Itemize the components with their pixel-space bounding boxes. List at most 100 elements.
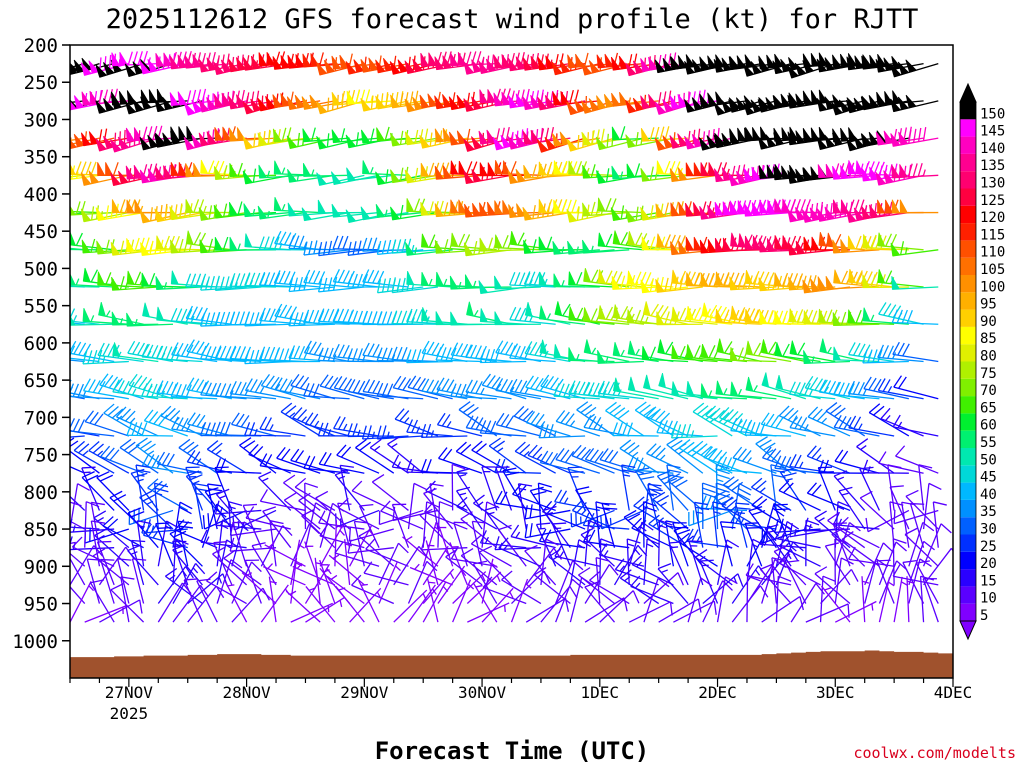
barb-feather xyxy=(657,92,662,106)
wind-barb xyxy=(922,482,942,530)
barb-half-feather xyxy=(61,243,63,249)
barb-staff xyxy=(601,503,616,548)
barb-feather xyxy=(818,466,833,469)
barb-feather xyxy=(352,423,358,437)
barb-staff xyxy=(437,522,454,567)
barb-feather xyxy=(781,272,789,287)
barb-feather xyxy=(303,309,310,323)
barb-feather xyxy=(283,474,296,484)
barb-staff xyxy=(70,430,115,437)
barb-half-feather xyxy=(723,419,730,425)
barb-pennant xyxy=(714,201,724,216)
barb-feather xyxy=(691,529,699,543)
barb-feather xyxy=(768,341,777,355)
barb-feather xyxy=(922,127,927,141)
barb-staff xyxy=(734,502,748,548)
barb-feather xyxy=(205,346,212,360)
barb-half-feather xyxy=(862,388,867,396)
barb-feather xyxy=(868,403,881,414)
barb-staff xyxy=(333,248,380,251)
barb-pennant xyxy=(860,96,872,111)
barb-staff xyxy=(244,284,291,288)
barb-pennant xyxy=(611,165,621,180)
barb-half-feather xyxy=(617,389,622,396)
barb-feather xyxy=(421,348,427,363)
barb-staff xyxy=(901,502,910,548)
wind-barb xyxy=(434,127,483,143)
wind-barb xyxy=(70,520,86,530)
barb-pennant xyxy=(742,63,755,77)
barb-pennant xyxy=(832,54,842,69)
barb-feather xyxy=(674,161,681,175)
barb-feather xyxy=(778,535,790,547)
barb-feather xyxy=(249,422,256,436)
wind-barb xyxy=(96,471,130,511)
wind-barb xyxy=(647,483,663,530)
barb-feather xyxy=(636,457,644,471)
barb-feather xyxy=(460,343,469,357)
wind-barb xyxy=(571,499,615,530)
barb-feather xyxy=(367,269,375,283)
barb-half-feather xyxy=(252,208,256,216)
barb-feather xyxy=(475,381,483,394)
wind-barb xyxy=(571,444,615,474)
barb-half-feather xyxy=(97,517,104,522)
barb-feather xyxy=(530,412,540,425)
barb-feather xyxy=(253,133,256,148)
wind-barb xyxy=(524,523,571,539)
barb-feather xyxy=(562,303,571,317)
barb-half-feather xyxy=(64,424,67,430)
barb-pennant xyxy=(126,270,135,285)
barb-feather xyxy=(492,440,506,450)
barb-feather xyxy=(718,412,730,423)
barb-feather xyxy=(738,487,751,496)
barb-staff xyxy=(305,423,350,437)
wind-barb xyxy=(495,412,542,437)
barb-feather xyxy=(634,163,641,177)
barb-feather xyxy=(431,342,440,356)
barb-staff xyxy=(70,545,95,586)
barb-pennant xyxy=(450,199,459,214)
barb-feather xyxy=(796,309,804,323)
barb-pennant xyxy=(782,235,791,250)
barb-feather xyxy=(675,479,688,488)
barb-staff xyxy=(894,509,939,525)
barb-feather xyxy=(538,482,552,488)
barb-feather xyxy=(849,522,861,532)
barb-feather xyxy=(357,273,363,288)
barb-feather xyxy=(274,377,283,390)
wind-barb xyxy=(170,125,218,141)
barb-pennant xyxy=(272,128,283,143)
barb-feather xyxy=(599,448,609,460)
barb-feather xyxy=(421,378,430,392)
barb-feather xyxy=(397,377,407,390)
wind-barb xyxy=(288,235,335,251)
barb-pennant xyxy=(463,170,474,184)
barb-feather xyxy=(528,271,536,285)
barb-staff xyxy=(524,352,571,363)
barb-pennant xyxy=(70,100,77,111)
barb-feather xyxy=(396,346,403,361)
barb-feather xyxy=(718,306,727,320)
barb-pennant xyxy=(507,170,518,184)
barb-feather xyxy=(406,419,414,433)
barb-feather xyxy=(804,375,814,389)
wind-barb xyxy=(890,59,939,78)
barb-staff xyxy=(70,100,71,102)
wind-barb xyxy=(244,378,291,400)
barb-half-feather xyxy=(411,317,415,325)
barb-half-feather xyxy=(102,356,106,364)
barb-pennant xyxy=(825,275,835,290)
barb-feather xyxy=(164,206,168,221)
barb-feather xyxy=(122,380,130,394)
barb-feather xyxy=(583,415,592,428)
barb-staff xyxy=(171,396,218,400)
barb-pennant xyxy=(846,209,857,223)
barb-half-feather xyxy=(709,417,716,423)
barb-staff xyxy=(70,520,86,530)
barb-pennant xyxy=(691,59,703,73)
barb-feather xyxy=(895,445,906,457)
barb-feather xyxy=(890,485,904,488)
barb-feather xyxy=(254,312,260,326)
barb-pennant xyxy=(538,271,547,286)
